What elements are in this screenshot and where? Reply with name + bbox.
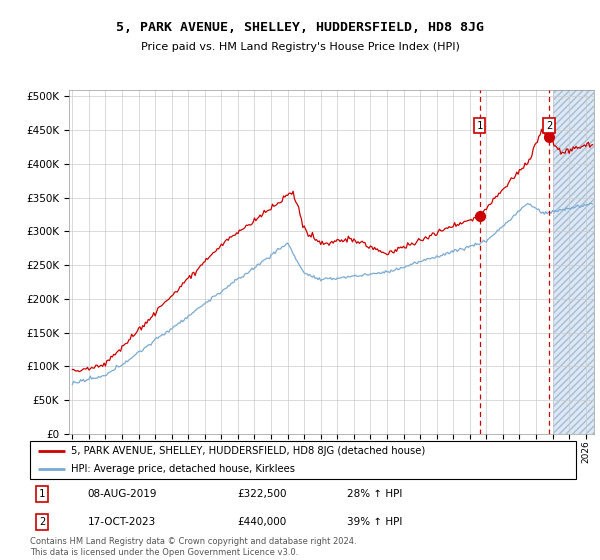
Text: 1: 1 [39, 489, 45, 499]
Bar [553, 90, 594, 434]
Text: £440,000: £440,000 [238, 517, 287, 527]
Text: £322,500: £322,500 [238, 489, 287, 499]
Text: Contains HM Land Registry data © Crown copyright and database right 2024.
This d: Contains HM Land Registry data © Crown c… [30, 537, 356, 557]
Text: 2: 2 [546, 121, 552, 131]
Text: 17-OCT-2023: 17-OCT-2023 [88, 517, 155, 527]
Text: 5, PARK AVENUE, SHELLEY, HUDDERSFIELD, HD8 8JG: 5, PARK AVENUE, SHELLEY, HUDDERSFIELD, H… [116, 21, 484, 34]
Text: HPI: Average price, detached house, Kirklees: HPI: Average price, detached house, Kirk… [71, 464, 295, 474]
FancyBboxPatch shape [30, 441, 576, 479]
Text: 28% ↑ HPI: 28% ↑ HPI [347, 489, 402, 499]
Text: 1: 1 [476, 121, 482, 131]
Text: 08-AUG-2019: 08-AUG-2019 [88, 489, 157, 499]
Text: 2: 2 [39, 517, 45, 527]
Bar [553, 90, 594, 434]
Text: 39% ↑ HPI: 39% ↑ HPI [347, 517, 402, 527]
Text: 5, PARK AVENUE, SHELLEY, HUDDERSFIELD, HD8 8JG (detached house): 5, PARK AVENUE, SHELLEY, HUDDERSFIELD, H… [71, 446, 425, 456]
Text: Price paid vs. HM Land Registry's House Price Index (HPI): Price paid vs. HM Land Registry's House … [140, 42, 460, 52]
